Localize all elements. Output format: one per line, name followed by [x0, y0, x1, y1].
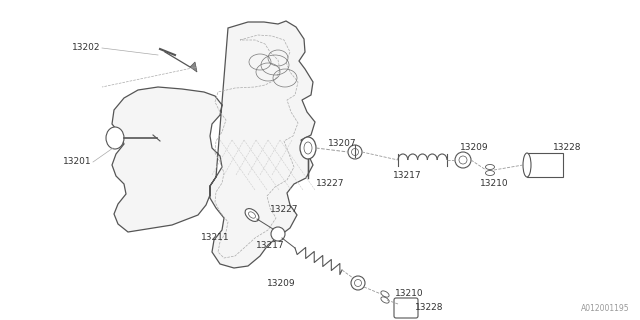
Text: 13217: 13217: [256, 242, 285, 251]
Text: 13209: 13209: [460, 143, 488, 153]
Text: 13227: 13227: [316, 179, 344, 188]
Ellipse shape: [486, 164, 495, 170]
Text: 13217: 13217: [393, 172, 422, 180]
Ellipse shape: [455, 152, 471, 168]
Bar: [527, 153, 563, 177]
Ellipse shape: [486, 171, 495, 175]
Ellipse shape: [381, 291, 389, 297]
Ellipse shape: [351, 276, 365, 290]
Polygon shape: [190, 62, 197, 72]
Text: 13210: 13210: [480, 179, 509, 188]
Text: 13207: 13207: [328, 139, 356, 148]
Text: 13209: 13209: [268, 278, 296, 287]
Ellipse shape: [106, 127, 124, 149]
Text: 13211: 13211: [202, 234, 230, 243]
Text: 13201: 13201: [63, 157, 92, 166]
Text: 13228: 13228: [553, 143, 582, 153]
Text: 13228: 13228: [415, 303, 444, 313]
Text: A012001195: A012001195: [581, 304, 630, 313]
Ellipse shape: [348, 145, 362, 159]
Ellipse shape: [381, 297, 389, 303]
Ellipse shape: [300, 137, 316, 159]
Ellipse shape: [523, 153, 531, 177]
Ellipse shape: [245, 209, 259, 221]
Ellipse shape: [271, 227, 285, 241]
Text: 13210: 13210: [395, 289, 424, 298]
Text: 13227: 13227: [270, 205, 298, 214]
FancyBboxPatch shape: [394, 298, 418, 318]
Text: 13202: 13202: [72, 44, 100, 52]
Polygon shape: [112, 21, 315, 268]
